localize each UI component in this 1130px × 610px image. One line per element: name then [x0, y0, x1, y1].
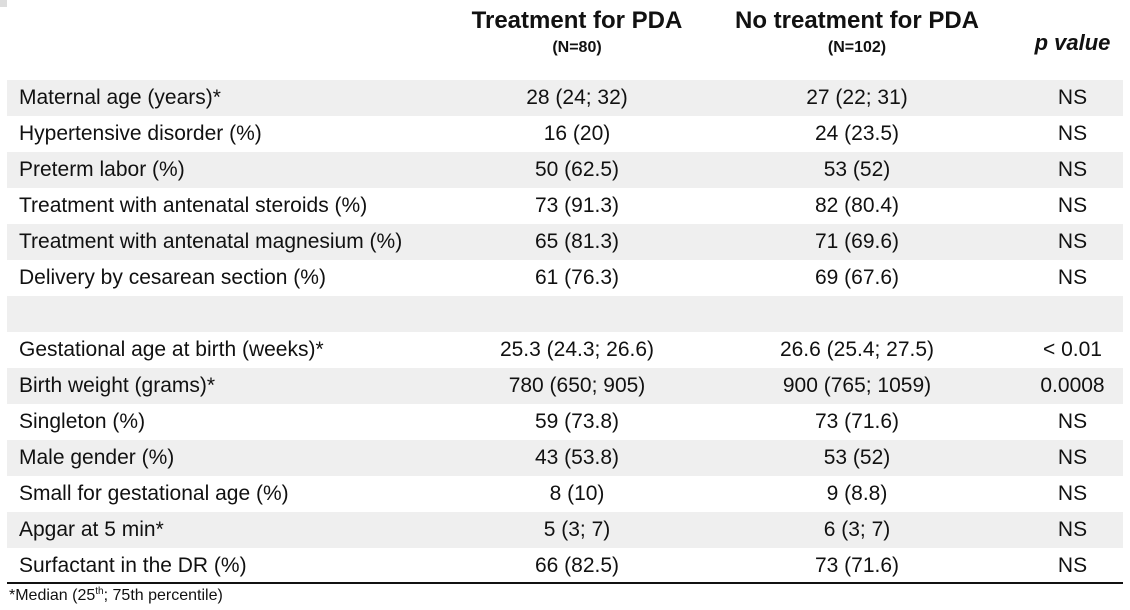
- p-value: NS: [1022, 224, 1123, 260]
- row-label: Delivery by cesarean section (%): [7, 260, 462, 296]
- no-treatment-value: 26.6 (25.4; 27.5): [692, 332, 1022, 368]
- table-row: Treatment with antenatal steroids (%) 73 …: [7, 188, 1123, 224]
- treatment-value: 780 (650; 905): [462, 368, 692, 404]
- p-value: [1022, 296, 1123, 332]
- table-row: Small for gestational age (%) 8 (10) 9 (8.…: [7, 476, 1123, 512]
- header-no-treatment: No treatment for PDA (N=102): [692, 0, 1022, 80]
- no-treatment-value: 71 (69.6): [692, 224, 1022, 260]
- footnote-superscript: th: [95, 586, 104, 597]
- row-label: Male gender (%): [7, 440, 462, 476]
- header-no-treatment-n: (N=102): [827, 39, 887, 56]
- no-treatment-value: 24 (23.5): [692, 116, 1022, 152]
- row-label: Hypertensive disorder (%): [7, 116, 462, 152]
- treatment-value: 59 (73.8): [462, 404, 692, 440]
- treatment-value: 5 (3; 7): [462, 512, 692, 548]
- row-label: Treatment with antenatal magnesium (%): [7, 224, 462, 260]
- header-p-value: p value: [1022, 0, 1123, 80]
- treatment-value: 25.3 (24.3; 26.6): [462, 332, 692, 368]
- table-row: Treatment with antenatal magnesium (%) 65…: [7, 224, 1123, 260]
- header-treatment-n: (N=80): [552, 39, 602, 56]
- no-treatment-value: 27 (22; 31): [692, 80, 1022, 116]
- p-value: NS: [1022, 512, 1123, 548]
- p-value: NS: [1022, 260, 1123, 296]
- table-bottom-rule: [7, 582, 1123, 584]
- corner-mark: [0, 0, 7, 7]
- p-value: < 0.01: [1022, 332, 1123, 368]
- treatment-value: 73 (91.3): [462, 188, 692, 224]
- row-label: [7, 296, 462, 332]
- row-label: Singleton (%): [7, 404, 462, 440]
- header-no-treatment-title: No treatment for PDA: [734, 7, 980, 34]
- no-treatment-value: 82 (80.4): [692, 188, 1022, 224]
- header-treatment: Treatment for PDA (N=80): [462, 0, 692, 80]
- p-value: NS: [1022, 404, 1123, 440]
- table-row: Preterm labor (%) 50 (62.5) 53 (52) NS: [7, 152, 1123, 188]
- row-label: Small for gestational age (%): [7, 476, 462, 512]
- table-row: Maternal age (years)* 28 (24; 32) 27 (22; …: [7, 80, 1123, 116]
- treatment-value: 28 (24; 32): [462, 80, 692, 116]
- table-header: Treatment for PDA (N=80) No treatment fo…: [7, 0, 1123, 80]
- table-row: [7, 296, 1123, 332]
- header-row: Treatment for PDA (N=80) No treatment fo…: [7, 0, 1123, 80]
- p-value: NS: [1022, 548, 1123, 584]
- row-label: Maternal age (years)*: [7, 80, 462, 116]
- footnote-suffix: ; 75th percentile): [103, 587, 223, 604]
- p-value: 0.0008: [1022, 368, 1123, 404]
- footnote-prefix: *Median (25: [9, 587, 96, 604]
- treatment-value: 8 (10): [462, 476, 692, 512]
- no-treatment-value: 9 (8.8): [692, 476, 1022, 512]
- header-treatment-title: Treatment for PDA: [471, 7, 683, 34]
- row-label: Apgar at 5 min*: [7, 512, 462, 548]
- header-p-value-title: p value: [1034, 30, 1111, 55]
- footnote: *Median (25th; 75th percentile): [9, 586, 223, 606]
- treatment-value: [462, 296, 692, 332]
- no-treatment-value: 53 (52): [692, 440, 1022, 476]
- row-label: Birth weight (grams)*: [7, 368, 462, 404]
- row-label: Treatment with antenatal steroids (%): [7, 188, 462, 224]
- no-treatment-value: 900 (765; 1059): [692, 368, 1022, 404]
- p-value: NS: [1022, 440, 1123, 476]
- no-treatment-value: [692, 296, 1022, 332]
- treatment-value: 66 (82.5): [462, 548, 692, 584]
- table-row: Apgar at 5 min* 5 (3; 7) 6 (3; 7) NS: [7, 512, 1123, 548]
- treatment-value: 65 (81.3): [462, 224, 692, 260]
- table-row: Singleton (%) 59 (73.8) 73 (71.6) NS: [7, 404, 1123, 440]
- table-body: Maternal age (years)* 28 (24; 32) 27 (22; …: [7, 80, 1123, 584]
- p-value: NS: [1022, 80, 1123, 116]
- p-value: NS: [1022, 152, 1123, 188]
- table-row: Hypertensive disorder (%) 16 (20) 24 (23.5…: [7, 116, 1123, 152]
- no-treatment-value: 73 (71.6): [692, 548, 1022, 584]
- treatment-value: 61 (76.3): [462, 260, 692, 296]
- row-label: Preterm labor (%): [7, 152, 462, 188]
- table-container: Treatment for PDA (N=80) No treatment fo…: [7, 0, 1123, 584]
- no-treatment-value: 73 (71.6): [692, 404, 1022, 440]
- row-label: Gestational age at birth (weeks)*: [7, 332, 462, 368]
- treatment-value: 50 (62.5): [462, 152, 692, 188]
- treatment-value: 16 (20): [462, 116, 692, 152]
- treatment-value: 43 (53.8): [462, 440, 692, 476]
- p-value: NS: [1022, 116, 1123, 152]
- table-row: Birth weight (grams)* 780 (650; 905) 900 (…: [7, 368, 1123, 404]
- table-row: Gestational age at birth (weeks)* 25.3 (2…: [7, 332, 1123, 368]
- no-treatment-value: 6 (3; 7): [692, 512, 1022, 548]
- p-value: NS: [1022, 188, 1123, 224]
- p-value: NS: [1022, 476, 1123, 512]
- no-treatment-value: 69 (67.6): [692, 260, 1022, 296]
- table-row: Male gender (%) 43 (53.8) 53 (52) NS: [7, 440, 1123, 476]
- no-treatment-value: 53 (52): [692, 152, 1022, 188]
- table-row: Delivery by cesarean section (%) 61 (76.3…: [7, 260, 1123, 296]
- table-row: Surfactant in the DR (%) 66 (82.5) 73 (71.…: [7, 548, 1123, 584]
- comparison-table: Treatment for PDA (N=80) No treatment fo…: [7, 0, 1123, 584]
- header-label-cell: [7, 0, 462, 80]
- row-label: Surfactant in the DR (%): [7, 548, 462, 584]
